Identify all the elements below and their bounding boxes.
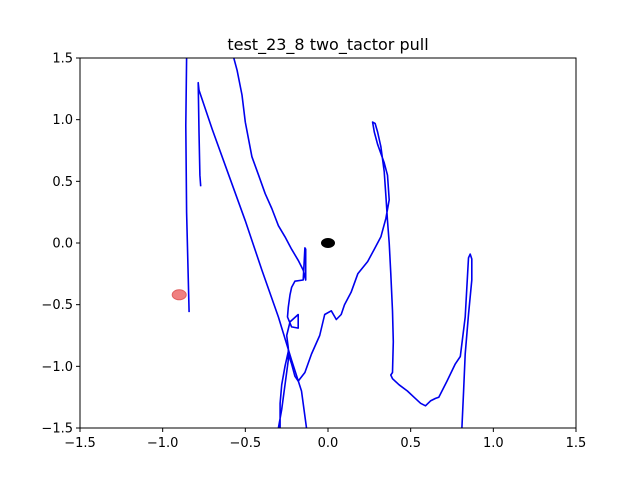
- y-tick-label: 0.5: [52, 175, 73, 190]
- y-tick-label: −0.5: [41, 298, 73, 313]
- marker-layer: [171, 238, 335, 301]
- x-tick-label: 1.0: [483, 436, 504, 451]
- y-tick-label: −1.0: [41, 360, 73, 375]
- series-line-1: [185, 58, 190, 313]
- series-line-4: [277, 350, 290, 428]
- y-tick-label: −1.5: [41, 422, 73, 437]
- y-tick-label: 1.0: [52, 113, 73, 128]
- y-axis: −1.5 −1.0 −0.5 0.0 0.5 1.0 1.5: [41, 52, 80, 437]
- y-tick-label: 1.5: [52, 52, 73, 67]
- series-line-3: [233, 58, 473, 428]
- y-tick-label: 0.0: [52, 237, 73, 252]
- x-tick-label: −1.5: [64, 436, 96, 451]
- marker-point-2: [171, 289, 187, 301]
- x-tick-label: 0.0: [318, 436, 339, 451]
- marker-point-1: [321, 238, 335, 248]
- x-tick-label: 1.5: [566, 436, 587, 451]
- series-layer: [185, 58, 473, 428]
- chart-title: test_23_8 two_tactor pull: [227, 35, 428, 55]
- series-line-2: [197, 81, 308, 428]
- x-tick-label: −0.5: [230, 436, 262, 451]
- x-tick-label: −1.0: [147, 436, 179, 451]
- x-tick-label: 0.5: [400, 436, 421, 451]
- x-axis: −1.5 −1.0 −0.5 0.0 0.5 1.0 1.5: [64, 428, 586, 451]
